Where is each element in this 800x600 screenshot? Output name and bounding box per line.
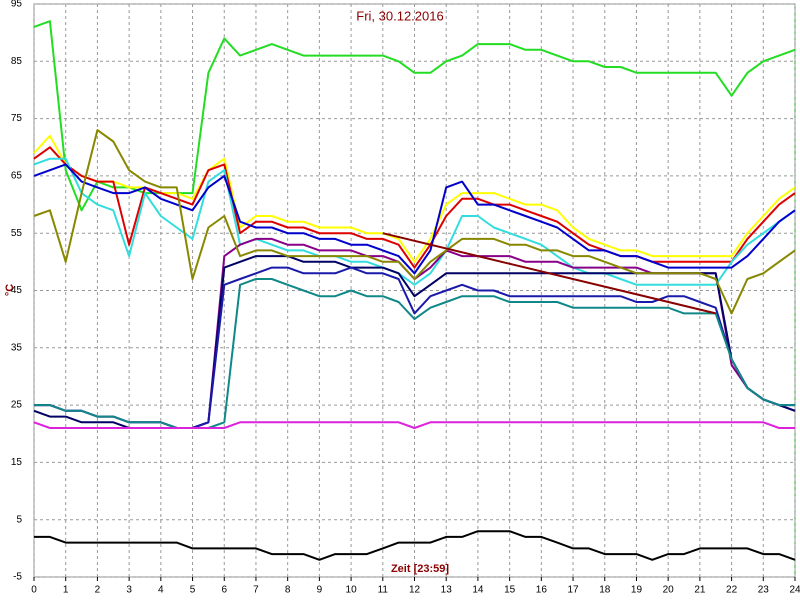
x-tick-label: 5 <box>190 585 196 596</box>
x-tick-label: 12 <box>409 585 421 596</box>
x-tick-label: 8 <box>285 585 291 596</box>
x-tick-label: 6 <box>221 585 227 596</box>
y-tick-label: 95 <box>11 0 23 10</box>
x-tick-label: 23 <box>758 585 770 596</box>
y-tick-label: 35 <box>11 342 23 353</box>
x-tick-label: 24 <box>789 585 800 596</box>
y-axis-label: °C <box>4 284 16 296</box>
x-tick-label: 17 <box>567 585 579 596</box>
y-tick-label: 45 <box>11 285 23 296</box>
grid <box>33 3 796 581</box>
x-tick-label: 9 <box>317 585 323 596</box>
x-tick-label: 22 <box>726 585 738 596</box>
series-line <box>33 146 796 269</box>
x-tick-label: 13 <box>441 585 453 596</box>
series-line <box>33 421 795 429</box>
series-line <box>34 530 796 561</box>
x-tick-label: 15 <box>504 585 516 596</box>
series-line <box>33 163 796 275</box>
series-line <box>33 157 796 286</box>
y-tick-label: -5 <box>13 572 22 583</box>
x-tick-label: 0 <box>31 585 37 596</box>
y-tick-label: 85 <box>11 56 23 67</box>
y-tick-label: 25 <box>11 400 23 411</box>
x-tick-label: 19 <box>631 585 643 596</box>
x-tick-label: 18 <box>599 585 611 596</box>
series-line <box>382 232 716 315</box>
x-tick-label: 2 <box>95 585 101 596</box>
series-line <box>34 278 795 429</box>
x-tick-label: 14 <box>472 585 484 596</box>
x-tick-label: 21 <box>694 585 706 596</box>
x-tick-label: 16 <box>536 585 548 596</box>
x-tick-label: 1 <box>63 585 69 596</box>
x-tick-label: 10 <box>346 585 358 596</box>
x-tick-label: 11 <box>378 585 389 596</box>
y-tick-label: 15 <box>11 457 23 468</box>
x-tick-label: 3 <box>126 585 132 596</box>
y-tick-label: 5 <box>16 514 22 525</box>
y-tick-label: 75 <box>11 113 23 124</box>
x-axis-label: Zeit [23:59] <box>391 563 449 575</box>
series-line <box>33 129 796 315</box>
y-tick-label: 65 <box>11 171 23 182</box>
y-tick-label: 55 <box>11 228 23 239</box>
x-tick-label: 7 <box>253 585 259 596</box>
lines <box>33 20 796 561</box>
chart-title: Fri, 30.12.2016 <box>356 8 443 23</box>
x-tick-label: 4 <box>158 585 164 596</box>
x-tick-label: 20 <box>663 585 675 596</box>
